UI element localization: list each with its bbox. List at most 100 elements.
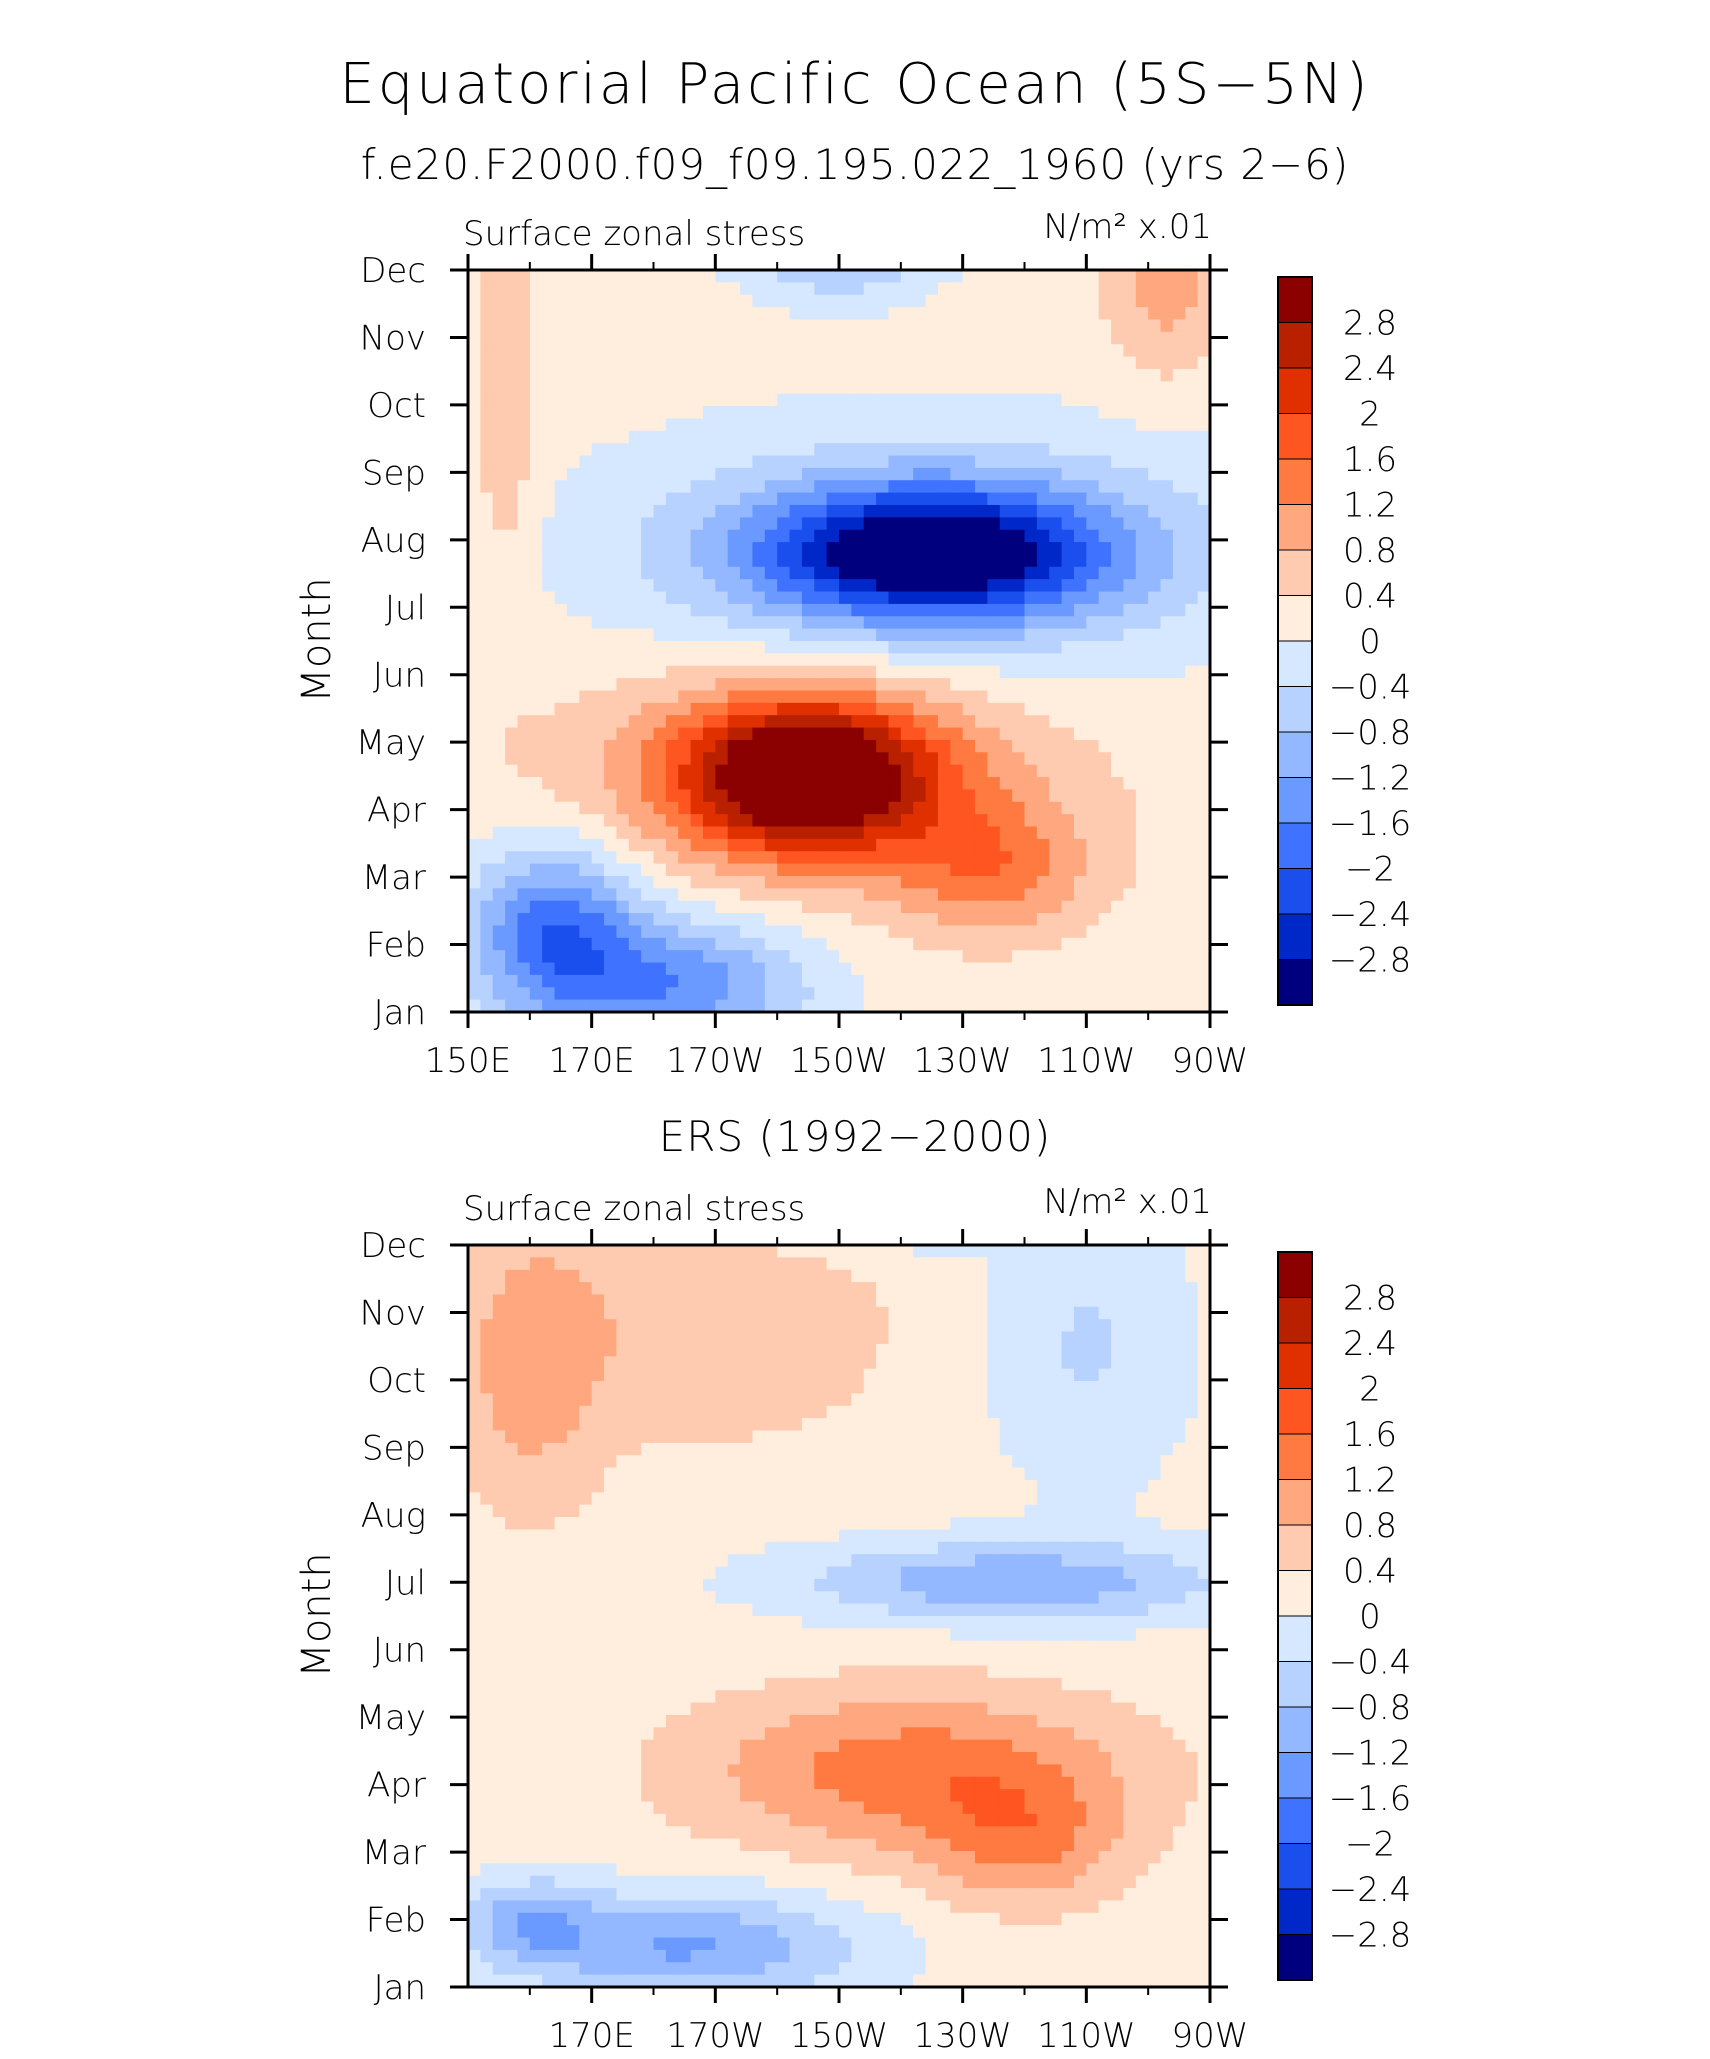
field-cell [1086,715,1100,729]
field-cell [777,1331,791,1345]
field-cell [1185,925,1199,939]
field-cell [999,1381,1013,1394]
field-cell [678,913,692,927]
field-cell [950,1479,964,1493]
field-cell [839,566,852,580]
field-cell [1049,356,1063,370]
field-cell [925,603,939,617]
field-cell [975,777,988,790]
field-cell [653,356,667,370]
field-cell [839,529,852,543]
field-cell [814,1467,828,1481]
field-cell [764,591,778,605]
field-cell [566,554,580,568]
field-cell [616,554,630,568]
field-cell [604,838,617,852]
field-cell [480,1430,494,1444]
field-cell [1160,1405,1174,1419]
field-cell [542,418,556,432]
field-cell [987,542,1001,556]
field-cell [468,1319,481,1333]
field-cell [851,356,865,370]
field-cell [690,517,704,531]
field-cell [764,863,778,877]
field-cell [702,875,716,889]
field-cell [1049,603,1063,617]
field-cell [702,393,716,407]
field-cell [851,838,865,852]
field-cell [468,950,481,964]
field-cell [665,1492,679,1506]
field-cell [740,913,754,927]
field-cell [579,393,593,407]
field-cell [1197,888,1211,902]
field-cell [1160,838,1174,852]
field-cell [616,1492,630,1506]
field-cell [1135,1245,1149,1258]
field-cell [900,579,914,593]
field-cell [764,1467,778,1481]
field-cell [826,393,840,407]
field-cell [1073,517,1087,531]
field-cell [702,1479,716,1493]
field-cell [1160,739,1174,753]
field-cell [1086,1393,1100,1407]
field-cell [740,665,754,679]
field-cell [740,888,754,902]
field-cell [653,1294,667,1308]
field-cell [814,702,828,716]
field-cell [517,1319,531,1333]
field-cell [962,678,976,692]
field-cell [665,492,679,506]
field-cell [752,1282,766,1296]
field-cell [702,987,716,1001]
field-cell [628,950,642,964]
field-cell [579,702,593,716]
field-cell [480,504,494,518]
field-cell [1185,1368,1199,1382]
field-cell [777,1269,791,1283]
field-cell [628,715,642,729]
chart-2-field [468,1245,1211,1988]
field-cell [554,282,568,296]
field-cell [950,1492,964,1506]
field-cell [975,406,988,419]
field-cell [950,875,964,889]
field-cell [962,1356,976,1370]
field-cell [1024,529,1038,543]
field-cell [876,356,890,370]
field-cell [826,356,840,370]
field-cell [863,900,877,914]
field-cell [1036,814,1050,828]
field-cell [505,294,519,308]
field-cell [876,851,890,865]
field-cell [1036,690,1050,704]
field-cell [1061,987,1075,1001]
field-cell [641,554,655,568]
field-cell [505,727,519,741]
field-cell [641,356,655,370]
field-cell [1123,554,1137,568]
field-cell [925,875,939,889]
field-cell [492,356,506,370]
field-cell [591,999,605,1013]
field-cell [653,1331,667,1345]
field-cell [529,616,543,630]
field-cell [1086,925,1100,939]
field-cell [814,418,828,432]
field-cell [1197,1319,1211,1333]
field-cell [975,331,988,345]
field-cell [715,294,729,308]
field-cell [777,554,791,568]
field-cell [1012,517,1026,531]
field-cell [1160,616,1174,630]
field-cell [801,517,815,531]
field-cell [851,566,865,580]
field-cell [468,838,481,852]
field-cell [876,727,890,741]
field-cell [1197,381,1211,395]
field-cell [554,814,568,828]
field-cell [542,690,556,704]
field-cell [1197,715,1211,729]
field-cell [678,764,692,778]
